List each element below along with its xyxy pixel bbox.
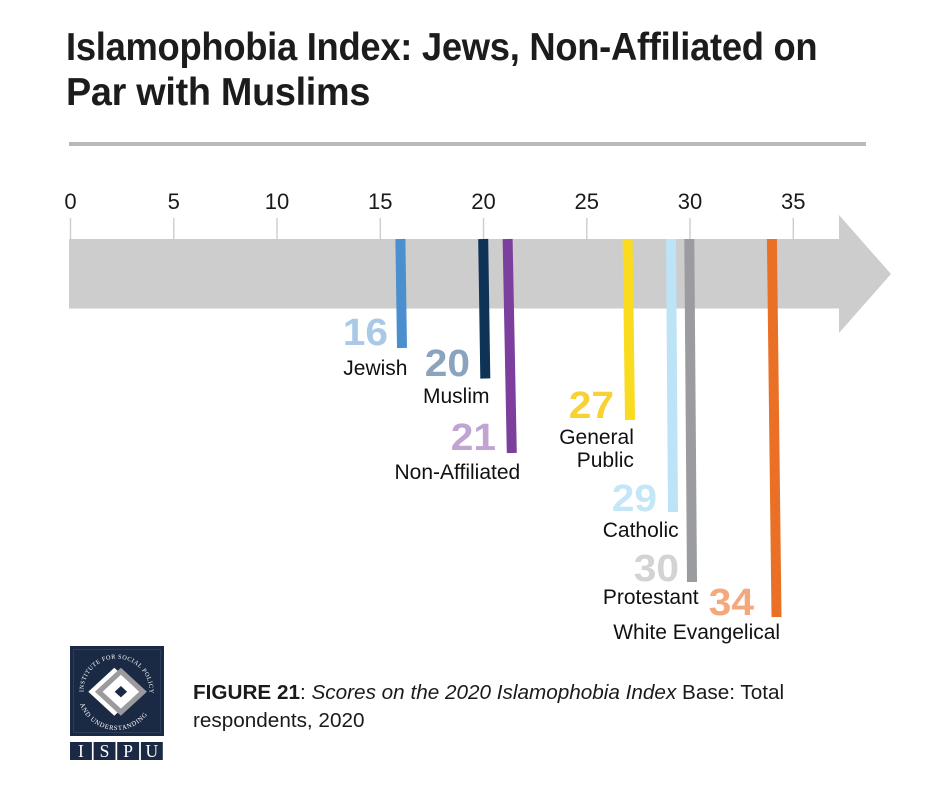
- svg-text:I: I: [78, 741, 84, 760]
- svg-text:S: S: [100, 741, 110, 760]
- svg-text:P: P: [123, 741, 133, 760]
- svg-text:U: U: [145, 741, 158, 760]
